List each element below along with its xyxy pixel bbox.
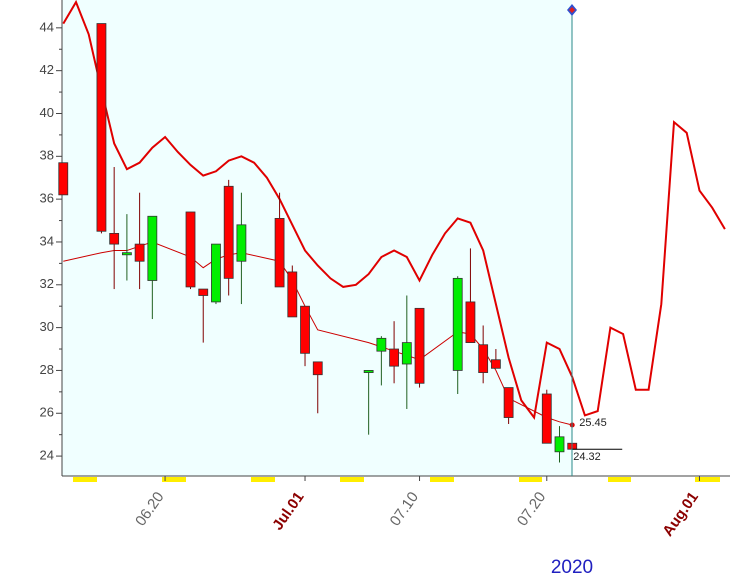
y-tick-label: 26 xyxy=(40,405,54,420)
candle-body xyxy=(223,185,234,279)
crosshair-marker-center xyxy=(569,7,575,13)
last-value-label: 25.45 xyxy=(579,417,607,429)
candle-body xyxy=(300,305,310,354)
candle-body xyxy=(503,387,514,418)
candle-body xyxy=(185,211,196,288)
weekend-marker xyxy=(73,477,97,482)
x-tick-label: Aug.01 xyxy=(659,489,702,540)
candle-body xyxy=(312,361,323,376)
weekend-marker xyxy=(251,477,275,482)
y-tick-label: 36 xyxy=(40,191,54,206)
candle-body xyxy=(274,218,285,288)
candle-body xyxy=(147,215,158,281)
candle-body xyxy=(211,243,221,303)
y-tick-label: 30 xyxy=(40,319,54,334)
candle-body xyxy=(478,344,489,373)
candle-body xyxy=(121,252,132,256)
weekend-marker xyxy=(695,477,720,482)
candle-body xyxy=(376,337,387,352)
x-tick-label: 07.10 xyxy=(387,489,422,530)
candle-body xyxy=(541,393,552,444)
candle-body xyxy=(236,224,247,262)
y-tick-label: 24 xyxy=(40,448,54,463)
candle-body xyxy=(287,271,298,318)
y-tick-label: 32 xyxy=(40,276,54,291)
candle-body xyxy=(134,243,145,262)
indicator-line xyxy=(62,0,726,420)
candle-body xyxy=(401,342,412,365)
y-tick-label: 40 xyxy=(40,105,54,120)
x-tick-label: Jul.01 xyxy=(269,489,307,534)
weekend-marker xyxy=(340,477,364,482)
candle-body xyxy=(554,436,565,453)
candle-body xyxy=(96,23,107,232)
candle-body xyxy=(452,277,463,371)
x-tick-label: 07.20 xyxy=(514,489,549,530)
candle-body xyxy=(58,162,69,196)
y-tick-label: 44 xyxy=(40,19,54,34)
x-tick-label: 06.20 xyxy=(132,489,167,530)
candle-body xyxy=(109,232,120,245)
weekend-markers xyxy=(73,477,720,482)
y-tick-label: 28 xyxy=(40,362,54,377)
weekend-marker xyxy=(162,477,186,482)
y-tick-label: 34 xyxy=(40,233,54,248)
highlight-region xyxy=(62,0,572,476)
candle-body xyxy=(389,348,399,367)
year-label: 2020 xyxy=(551,557,593,578)
y-tick-label: 38 xyxy=(40,148,54,163)
y-tick-label: 42 xyxy=(40,62,54,77)
candle-body xyxy=(414,307,425,384)
candle-body xyxy=(363,370,374,373)
weekend-marker xyxy=(519,477,542,482)
last-close-label: 24.32 xyxy=(573,451,601,463)
candle-body xyxy=(198,288,209,296)
weekend-marker xyxy=(430,477,454,482)
indicator-line xyxy=(63,241,573,426)
candle-body xyxy=(465,301,476,344)
candle-body xyxy=(490,359,501,369)
weekend-marker xyxy=(608,477,631,482)
